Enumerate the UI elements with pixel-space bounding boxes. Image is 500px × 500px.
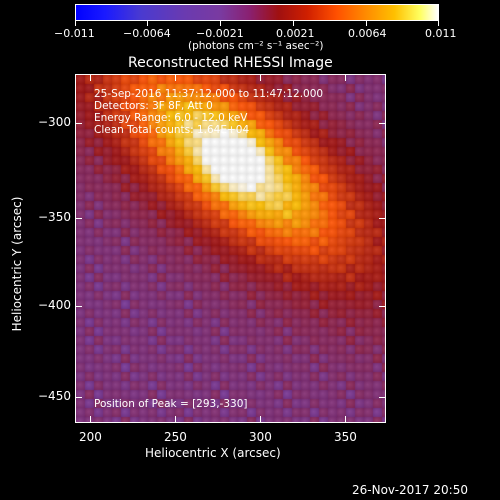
x-tick — [345, 75, 346, 81]
x-tick — [175, 416, 176, 422]
x-tick — [260, 416, 261, 422]
y-axis-label: Heliocentric Y (arcsec) — [10, 196, 24, 332]
colorbar-tick — [438, 21, 439, 26]
colorbar-tick — [366, 21, 367, 26]
x-tick — [345, 416, 346, 422]
annotation-detectors: Detectors: 3F 8F, Att 0 — [94, 100, 213, 112]
x-tick — [260, 75, 261, 81]
x-tick — [90, 75, 91, 81]
colorbar-tick-label: 0.0064 — [348, 27, 387, 40]
y-tick — [76, 218, 82, 219]
colorbar-tick — [293, 21, 294, 26]
annotation-peak-position: Position of Peak = [293,-330] — [94, 398, 248, 410]
plot-area: 25-Sep-2016 11:37:12.000 to 11:47:12.000… — [75, 74, 386, 423]
annotation-energy-range: Energy Range: 6.0 - 12.0 keV — [94, 112, 248, 124]
colorbar-tick — [220, 21, 221, 26]
x-tick — [90, 416, 91, 422]
colorbar-unit-label: (photons cm⁻² s⁻¹ asec⁻²) — [188, 40, 324, 52]
colorbar-tick-label: −0.0021 — [196, 27, 244, 40]
y-tick — [379, 397, 385, 398]
y-tick-label: −300 — [38, 115, 71, 129]
y-tick-label: −350 — [38, 210, 71, 224]
y-tick — [379, 306, 385, 307]
x-tick — [175, 75, 176, 81]
colorbar-tick — [75, 21, 76, 26]
footer-date: 26-Nov-2017 20:50 — [352, 483, 468, 497]
y-tick — [76, 306, 82, 307]
reconstructed-image-heatmap — [76, 75, 385, 422]
colorbar-tick-label: −0.0064 — [123, 27, 171, 40]
x-tick-label: 200 — [79, 430, 102, 444]
y-tick — [76, 123, 82, 124]
colorbar-tick-label: 0.011 — [425, 27, 457, 40]
x-tick-label: 350 — [334, 430, 357, 444]
plot-title: Reconstructed RHESSI Image — [128, 55, 333, 71]
y-tick — [379, 123, 385, 124]
x-tick-label: 250 — [164, 430, 187, 444]
x-tick-label: 300 — [249, 430, 272, 444]
y-tick-label: −400 — [38, 298, 71, 312]
colorbar-tick — [147, 21, 148, 26]
annotation-clean-total-counts: Clean Total counts: 1.64E+04 — [94, 124, 250, 136]
colorbar-tick-label: −0.011 — [54, 27, 95, 40]
y-tick — [76, 397, 82, 398]
annotation-time-range: 25-Sep-2016 11:37:12.000 to 11:47:12.000 — [94, 88, 324, 100]
colorbar-tick-label: 0.0021 — [276, 27, 315, 40]
colorbar — [75, 4, 439, 21]
y-tick — [379, 218, 385, 219]
y-tick-label: −450 — [38, 389, 71, 403]
x-axis-label: Heliocentric X (arcsec) — [145, 446, 281, 460]
